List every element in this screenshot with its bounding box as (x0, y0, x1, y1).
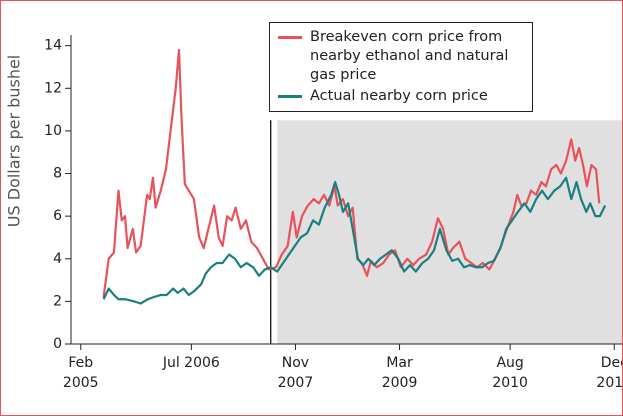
legend-label: Breakeven corn price from nearby ethanol… (310, 29, 509, 83)
shaded-region (277, 120, 622, 344)
y-tick-label: 4 (53, 251, 62, 267)
y-tick-label: 14 (44, 38, 62, 54)
y-tick-label: 2 (53, 293, 62, 309)
legend-swatch (278, 36, 302, 39)
x-tick-label: Mar 2009 (381, 355, 418, 391)
x-tick-label: Jul 2006 (162, 355, 220, 371)
x-tick-label: Nov 2007 (277, 355, 314, 391)
legend-entry: Breakeven corn price from nearby ethanol… (270, 27, 532, 86)
legend: Breakeven corn price from nearby ethanol… (269, 22, 533, 112)
legend-label: Actual nearby corn price (310, 88, 488, 104)
y-tick-label: 0 (53, 336, 62, 352)
series-line (102, 176, 607, 305)
x-tick-label: Aug 2010 (492, 355, 528, 391)
y-tick-label: 12 (44, 80, 62, 96)
x-tick-label: Feb 2005 (62, 355, 99, 391)
y-tick-label: 6 (53, 208, 62, 224)
legend-swatch (278, 95, 302, 98)
y-axis-label: US Dollars per bushel (5, 55, 24, 227)
x-tick-label: Dec 2010 (596, 355, 623, 391)
y-tick-label: 8 (53, 166, 62, 182)
legend-entry: Actual nearby corn price (270, 86, 532, 107)
y-tick-label: 10 (44, 123, 62, 139)
